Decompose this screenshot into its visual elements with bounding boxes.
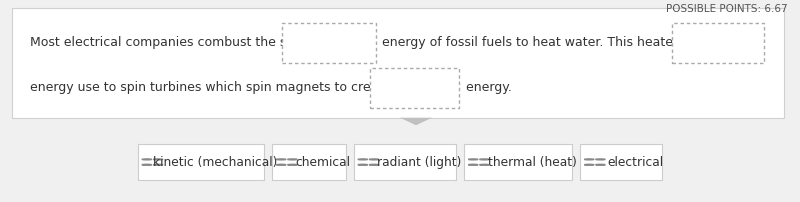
Circle shape xyxy=(585,159,594,160)
Text: Most electrical companies combust the stored: Most electrical companies combust the st… xyxy=(30,36,324,49)
Circle shape xyxy=(370,164,379,165)
FancyBboxPatch shape xyxy=(370,68,459,108)
Text: electrical: electrical xyxy=(607,156,663,169)
Circle shape xyxy=(596,164,606,165)
FancyBboxPatch shape xyxy=(282,23,376,63)
Text: radiant (light): radiant (light) xyxy=(377,156,462,169)
Circle shape xyxy=(585,164,594,165)
Circle shape xyxy=(480,159,490,160)
Circle shape xyxy=(277,159,286,160)
Circle shape xyxy=(480,164,490,165)
Text: POSSIBLE POINTS: 6.67: POSSIBLE POINTS: 6.67 xyxy=(666,4,788,14)
Text: chemical: chemical xyxy=(296,156,350,169)
Text: kinetic (mechanical): kinetic (mechanical) xyxy=(153,156,278,169)
FancyBboxPatch shape xyxy=(672,23,764,63)
Circle shape xyxy=(370,159,379,160)
FancyBboxPatch shape xyxy=(581,144,662,180)
Text: energy of fossil fuels to heat water. This heated water has: energy of fossil fuels to heat water. Th… xyxy=(378,36,751,49)
FancyBboxPatch shape xyxy=(12,7,784,118)
Circle shape xyxy=(469,159,478,160)
Text: energy.: energy. xyxy=(462,81,511,94)
Circle shape xyxy=(288,159,298,160)
Circle shape xyxy=(358,164,368,165)
Text: thermal (heat): thermal (heat) xyxy=(488,156,577,169)
FancyBboxPatch shape xyxy=(138,144,265,180)
FancyBboxPatch shape xyxy=(354,144,456,180)
Text: energy use to spin turbines which spin magnets to create: energy use to spin turbines which spin m… xyxy=(30,81,395,94)
Circle shape xyxy=(142,159,152,160)
FancyBboxPatch shape xyxy=(464,144,573,180)
Circle shape xyxy=(142,164,152,165)
Polygon shape xyxy=(400,118,432,125)
Circle shape xyxy=(288,164,298,165)
Circle shape xyxy=(153,164,163,165)
Circle shape xyxy=(277,164,286,165)
FancyBboxPatch shape xyxy=(272,144,346,180)
Circle shape xyxy=(358,159,368,160)
Circle shape xyxy=(469,164,478,165)
Circle shape xyxy=(596,159,606,160)
Circle shape xyxy=(153,159,163,160)
